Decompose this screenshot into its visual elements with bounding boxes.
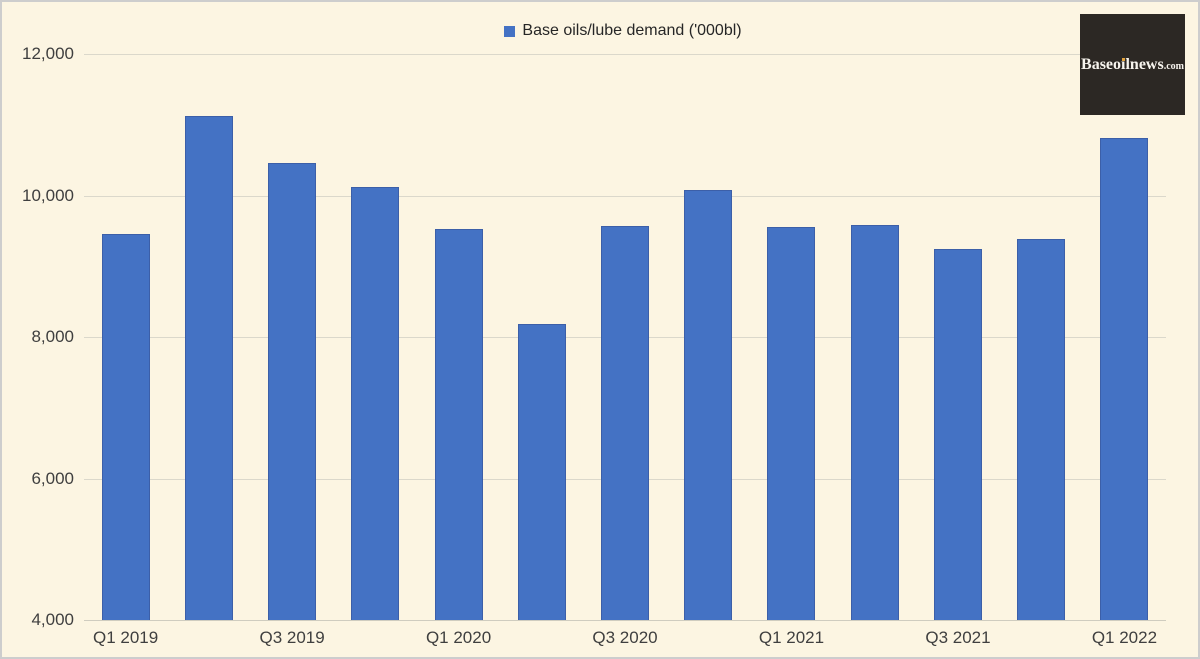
x-tick-label xyxy=(167,628,250,648)
x-axis-line xyxy=(84,620,1166,621)
y-tick-label: 10,000 xyxy=(22,185,74,205)
bar-slot xyxy=(250,54,333,620)
legend-label: Base oils/lube demand ('000bl) xyxy=(522,22,742,39)
x-tick-label: Q1 2021 xyxy=(758,628,825,647)
x-tick-label: Q3 2020 xyxy=(592,628,658,647)
x-tick-label: Q3 2019 xyxy=(259,628,325,647)
bar-q4-2020 xyxy=(684,189,733,620)
bar-q2-2021 xyxy=(850,224,899,620)
bar-slot xyxy=(334,54,417,620)
bar-slot xyxy=(583,54,666,620)
bar-slot xyxy=(667,54,750,620)
logo-watermark: Baseoı lnews.com xyxy=(1080,14,1185,115)
bar-q3-2019 xyxy=(268,162,317,620)
gridline xyxy=(84,54,1166,55)
y-tick-label: 8,000 xyxy=(31,327,74,346)
bar-slot xyxy=(1000,54,1083,620)
bar-slot xyxy=(417,54,500,620)
logo-text: Baseoı lnews.com xyxy=(1081,55,1184,73)
bar-q1-2021 xyxy=(767,226,816,620)
x-tick-label: Q3 2021 xyxy=(925,628,991,647)
bar-q1-2019 xyxy=(101,233,150,620)
bar-q4-2019 xyxy=(351,187,400,620)
y-tick-label: 6,000 xyxy=(31,468,74,488)
bar-slot xyxy=(916,54,999,620)
x-tick-label xyxy=(334,628,417,648)
bars-container xyxy=(84,54,1166,620)
bar-q3-2020 xyxy=(601,225,650,620)
y-tick-label: 12,000 xyxy=(22,44,74,63)
bar-q2-2019 xyxy=(184,116,233,620)
bar-slot xyxy=(750,54,833,620)
bar-slot xyxy=(167,54,250,620)
x-axis: Q1 2019 Q3 2019 Q1 2020 Q3 2020 Q1 2021 Q3 20… xyxy=(84,628,1166,648)
x-tick-label xyxy=(667,628,750,648)
x-tick-label xyxy=(1000,628,1083,648)
bar-q1-2022 xyxy=(1100,138,1149,620)
bar-slot xyxy=(500,54,583,620)
x-tick-label: Q1 2022 xyxy=(1091,628,1158,647)
legend-marker-icon xyxy=(504,25,516,37)
bar-slot xyxy=(833,54,916,620)
logo-i-letter: ı xyxy=(1121,55,1126,73)
bar-slot xyxy=(84,54,167,620)
bar-q4-2021 xyxy=(1017,238,1066,620)
bar-q1-2020 xyxy=(434,228,483,620)
x-tick-label xyxy=(500,628,583,648)
chart-legend: Base oils/lube demand ('000bl) xyxy=(82,22,1164,40)
bar-q3-2021 xyxy=(933,249,982,620)
x-tick-label: Q1 2019 xyxy=(93,628,159,647)
x-tick-label: Q1 2020 xyxy=(425,628,492,647)
logo-tld: .com xyxy=(1163,60,1184,72)
bar-slot xyxy=(1083,54,1166,620)
y-axis: 4,000 6,000 8,000 10,000 12,000 xyxy=(2,44,74,629)
gridline xyxy=(84,195,1166,197)
x-tick-label xyxy=(833,628,916,648)
y-tick-label: 4,000 xyxy=(31,610,74,629)
logo-brand: Baseoı lnews xyxy=(1081,55,1164,73)
bar-q2-2020 xyxy=(517,324,566,620)
logo-i-dot-icon xyxy=(1122,57,1126,61)
